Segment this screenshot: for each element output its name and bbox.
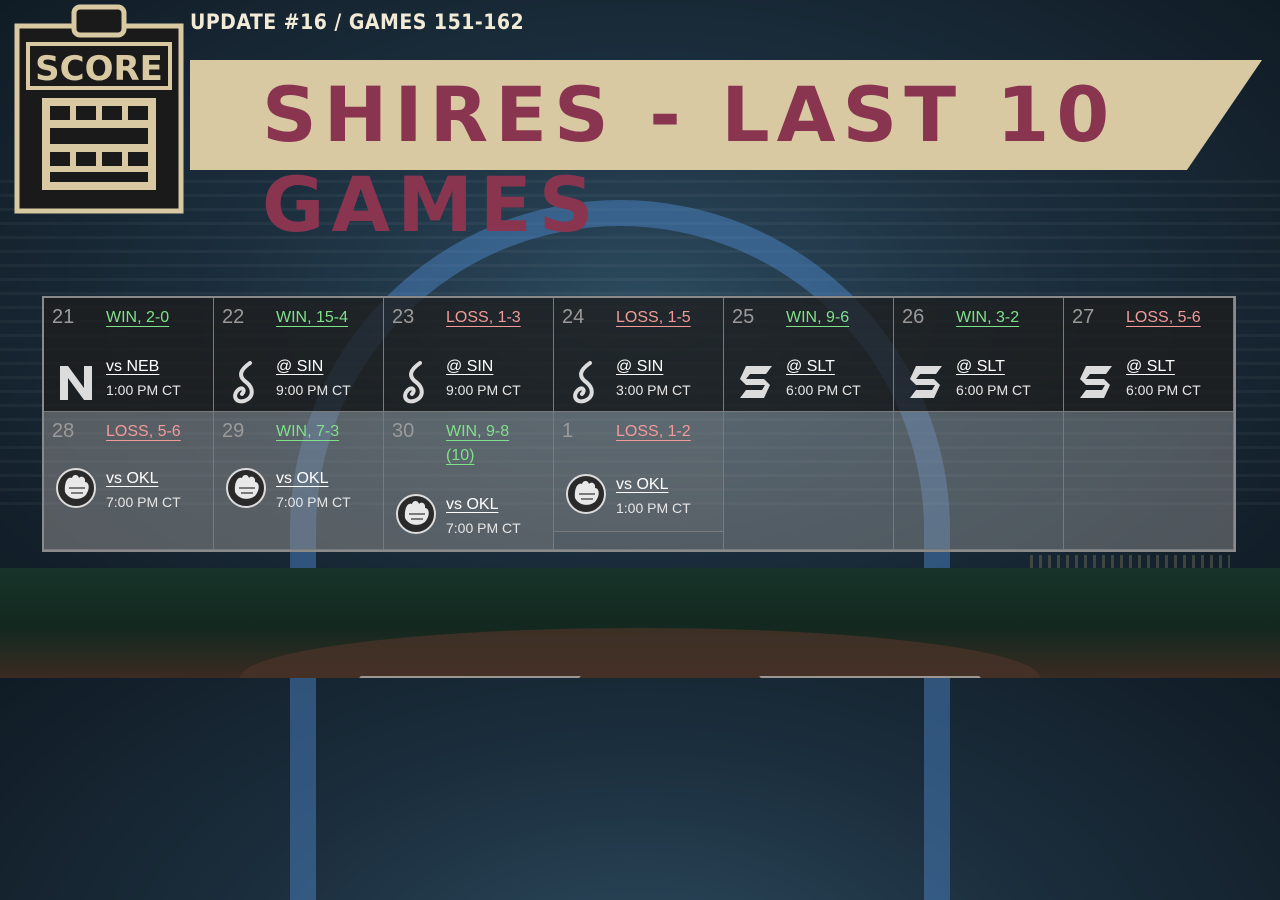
game-time: 7:00 PM CT	[276, 494, 351, 510]
game-time: 3:00 PM CT	[616, 382, 691, 398]
banner-title: SHIRES - LAST 10 GAMES	[262, 70, 1117, 249]
game-cell: 23 LOSS, 1-3 @ SIN 9:00 PM CT	[384, 298, 554, 412]
game-cell: 30 WIN, 9-8 (10) vs OKL 7:00 PM CT	[384, 412, 554, 550]
opponent: @ SLT	[956, 358, 1005, 375]
game-result: LOSS, 5-6	[1126, 309, 1201, 326]
day-number: 28	[52, 420, 75, 442]
day-number: 27	[1072, 306, 1095, 328]
game-cell: 24 LOSS, 1-5 @ SIN 3:00 PM CT	[554, 298, 724, 412]
score-clipboard-icon: SCORE	[14, 4, 184, 214]
game-cell: 29 WIN, 7-3 vs OKL 7:00 PM CT	[214, 412, 384, 550]
slt-s-icon	[1074, 360, 1118, 404]
title-banner	[190, 60, 1262, 170]
day-number: 24	[562, 306, 585, 328]
game-result: LOSS, 1-2	[616, 423, 691, 440]
game-result: WIN, 15-4	[276, 309, 349, 326]
game-cell: 26 WIN, 3-2 @ SLT 6:00 PM CT	[894, 298, 1064, 412]
game-result: WIN, 9-8 (10)	[446, 423, 510, 464]
game-time: 9:00 PM CT	[276, 382, 351, 398]
game-cell: 1 LOSS, 1-2 vs OKL 1:00 PM CT	[554, 412, 724, 532]
okl-glove-icon	[564, 472, 608, 516]
game-result: WIN, 7-3	[276, 423, 340, 440]
day-number: 25	[732, 306, 755, 328]
opponent: @ SIN	[616, 358, 664, 375]
day-number: 30	[392, 420, 415, 442]
neb-n-icon	[54, 360, 98, 404]
game-result: LOSS, 5-6	[106, 423, 181, 440]
update-title: UPDATE #16 / GAMES 151-162	[190, 10, 525, 34]
empty-cell	[724, 412, 894, 550]
opponent: vs OKL	[616, 476, 669, 493]
opponent: vs OKL	[106, 470, 159, 487]
game-result: WIN, 9-6	[786, 309, 850, 326]
sin-s-icon	[224, 360, 268, 404]
day-number: 22	[222, 306, 245, 328]
slt-s-icon	[904, 360, 948, 404]
game-time: 9:00 PM CT	[446, 382, 521, 398]
opponent: vs OKL	[276, 470, 329, 487]
empty-cell	[554, 532, 724, 550]
game-result: WIN, 3-2	[956, 309, 1020, 326]
okl-glove-icon	[224, 466, 268, 510]
game-time: 6:00 PM CT	[956, 382, 1031, 398]
sin-s-icon	[564, 360, 608, 404]
opponent: vs NEB	[106, 358, 160, 375]
game-cell: 25 WIN, 9-6 @ SLT 6:00 PM CT	[724, 298, 894, 412]
game-time: 7:00 PM CT	[106, 494, 181, 510]
game-time: 6:00 PM CT	[1126, 382, 1201, 398]
game-cell: 28 LOSS, 5-6 vs OKL 7:00 PM CT	[44, 412, 214, 550]
day-number: 29	[222, 420, 245, 442]
game-result: LOSS, 1-5	[616, 309, 691, 326]
day-number: 21	[52, 306, 75, 328]
game-cell: 27 LOSS, 5-6 @ SLT 6:00 PM CT	[1064, 298, 1234, 412]
empty-cell	[1064, 412, 1234, 550]
okl-glove-icon	[54, 466, 98, 510]
opponent: vs OKL	[446, 496, 499, 513]
game-time: 6:00 PM CT	[786, 382, 861, 398]
game-time: 1:00 PM CT	[106, 382, 181, 398]
opponent: @ SIN	[446, 358, 494, 375]
game-result: WIN, 2-0	[106, 309, 170, 326]
empty-cell	[894, 412, 1064, 550]
day-number: 26	[902, 306, 925, 328]
games-calendar-grid: 21 WIN, 2-0 vs NEB 1:00 PM CT 22 WIN, 15-4 @ S…	[42, 296, 1236, 552]
opponent: @ SLT	[786, 358, 835, 375]
day-number: 1	[562, 420, 574, 442]
opponent: @ SIN	[276, 358, 324, 375]
okl-glove-icon	[394, 492, 438, 536]
game-time: 1:00 PM CT	[616, 500, 691, 516]
extra-innings: (10)	[446, 447, 475, 464]
game-result: LOSS, 1-3	[446, 309, 521, 326]
game-cell: 21 WIN, 2-0 vs NEB 1:00 PM CT	[44, 298, 214, 412]
sin-s-icon	[394, 360, 438, 404]
svg-text:SCORE: SCORE	[35, 49, 163, 89]
opponent: @ SLT	[1126, 358, 1175, 375]
game-cell: 22 WIN, 15-4 @ SIN 9:00 PM CT	[214, 298, 384, 412]
game-time: 7:00 PM CT	[446, 520, 521, 536]
day-number: 23	[392, 306, 415, 328]
slt-s-icon	[734, 360, 778, 404]
